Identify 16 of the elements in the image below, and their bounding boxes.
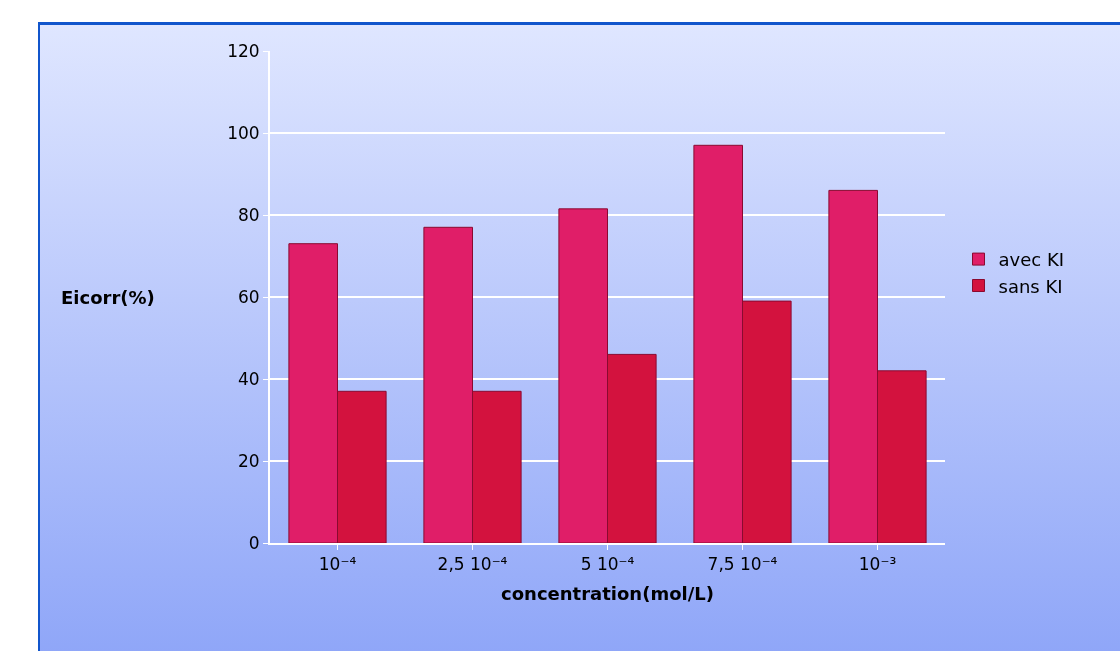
x-tick-label: 2,5 10⁻⁴ (437, 554, 508, 575)
y-tick-label: 120 (227, 40, 260, 61)
y-tick-label: 40 (237, 368, 260, 389)
x-axis-title: concentration(mol/L) (501, 583, 714, 604)
y-axis-title: Eicorr(%) (61, 287, 155, 308)
y-tick-label: 60 (237, 286, 260, 307)
x-tick-label: 10⁻⁴ (318, 554, 357, 575)
legend-label: avec KI (998, 249, 1064, 271)
legend-label: sans KI (998, 275, 1063, 297)
x-tick-label: 5 10⁻⁴ (580, 554, 635, 575)
y-tick-label: 0 (248, 532, 260, 553)
x-tick-label: 7,5 10⁻⁴ (707, 554, 778, 575)
x-tick-label: 10⁻³ (858, 554, 897, 575)
y-tick-label: 20 (237, 450, 260, 471)
y-tick-label: 100 (227, 122, 260, 143)
y-tick-label: 80 (237, 204, 260, 225)
